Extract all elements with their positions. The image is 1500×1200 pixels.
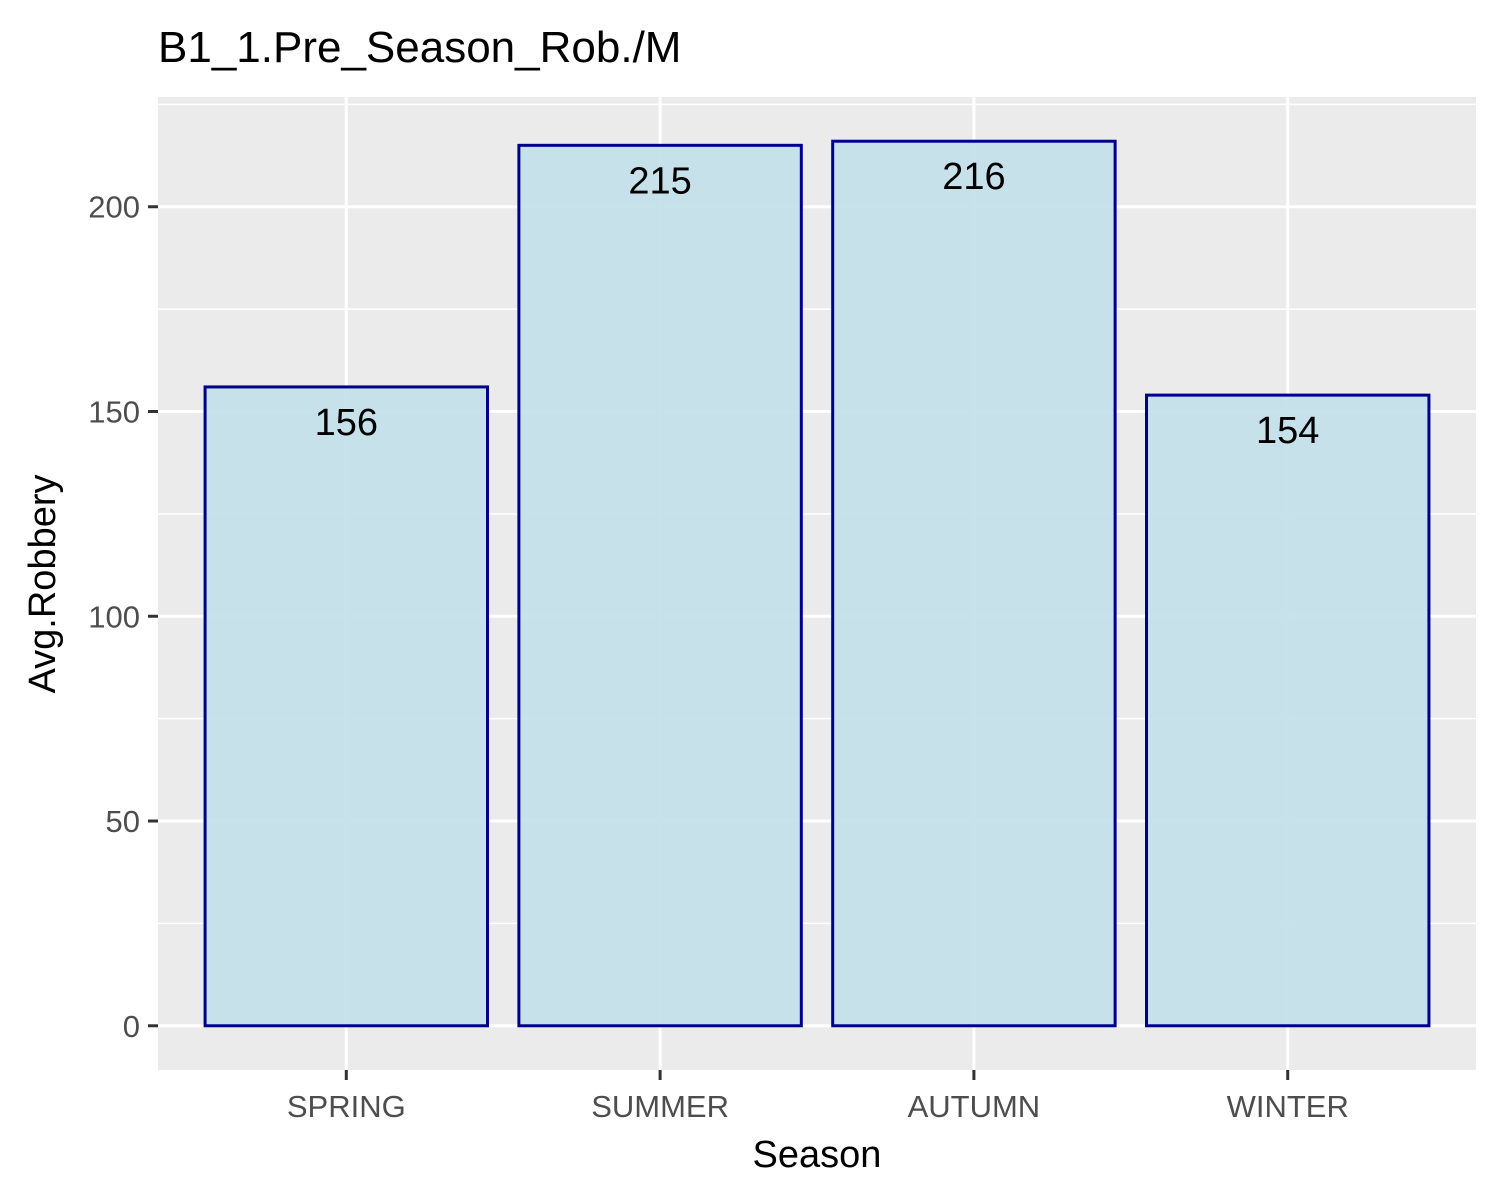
x-tick-label-winter: WINTER [1227, 1089, 1349, 1124]
x-axis: SPRING SUMMER AUTUMN WINTER [287, 1070, 1349, 1124]
bar-label-spring: 156 [315, 402, 378, 444]
bar-value-labels: 156 215 216 154 [315, 156, 1320, 452]
bar-spring [203, 385, 489, 1028]
y-tick-label: 200 [88, 190, 140, 225]
chart-title: B1_1.Pre_Season_Rob./M [158, 23, 681, 72]
x-tick-label-summer: SUMMER [591, 1089, 729, 1124]
bar-label-autumn: 216 [942, 156, 1005, 198]
y-tick-label: 0 [123, 1009, 140, 1044]
bar-summer [517, 143, 803, 1028]
bar-autumn [831, 139, 1117, 1028]
y-tick-label: 50 [106, 804, 140, 839]
bar-winter [1145, 393, 1431, 1028]
y-tick-label: 150 [88, 395, 140, 430]
y-axis-title: Avg.Robbery [22, 475, 64, 694]
x-axis-title: Season [753, 1134, 882, 1176]
x-tick-label-autumn: AUTUMN [908, 1089, 1041, 1124]
bar-label-summer: 215 [628, 160, 691, 202]
bars [203, 139, 1431, 1028]
x-tick-label-spring: SPRING [287, 1089, 406, 1124]
y-tick-label: 100 [88, 599, 140, 634]
y-axis: 0 50 100 150 200 [88, 190, 158, 1044]
bar-label-winter: 154 [1256, 410, 1319, 452]
